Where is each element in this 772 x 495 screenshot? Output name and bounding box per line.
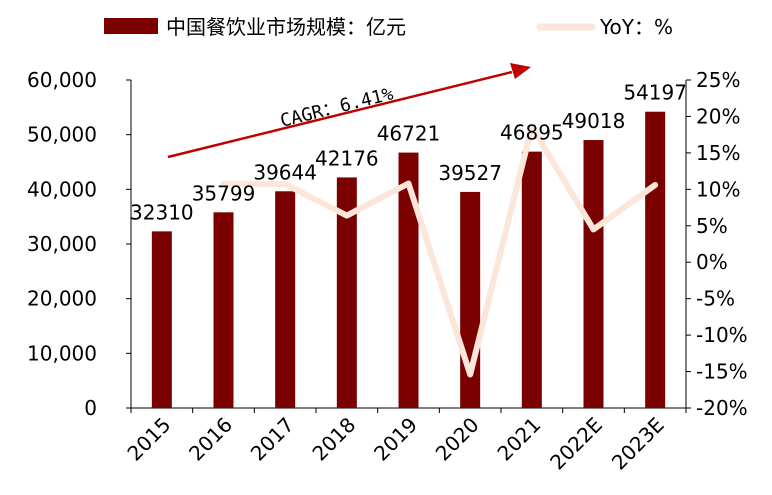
bar-data-label: 35799: [192, 181, 256, 205]
yoy-point: [529, 124, 534, 129]
bar: [213, 212, 234, 408]
right-tick-label: 5%: [696, 214, 728, 238]
yoy-point: [344, 213, 349, 218]
yoy-point: [406, 181, 411, 186]
yoy-point: [283, 182, 288, 187]
right-tick-labels: -20% -15% -10% -5% 0% 5% 10% 15% 20% 25%: [686, 68, 748, 420]
bars: [151, 111, 666, 409]
bar-data-label: 39644: [253, 160, 317, 184]
bar: [583, 140, 604, 409]
x-tick-label: 2019: [369, 413, 422, 466]
right-tick-label: 0%: [696, 250, 728, 274]
bar-data-label: 46721: [377, 122, 441, 146]
bar-data-label: 32310: [130, 200, 194, 224]
x-tick-label: 2020: [431, 413, 484, 466]
yoy-line-group: [220, 123, 659, 378]
right-tick-label: -20%: [696, 396, 748, 420]
legend-line-label: YoY：%: [599, 15, 673, 39]
right-tick-label: -15%: [696, 360, 748, 384]
yoy-point: [653, 182, 658, 187]
bar: [398, 152, 419, 408]
right-tick-label: -5%: [696, 287, 735, 311]
bar: [275, 191, 296, 408]
bar: [336, 177, 357, 408]
bar: [151, 231, 172, 408]
left-tick-label: 50,000: [27, 123, 97, 147]
left-tick-labels: 0 10,000 20,000 30,000 40,000 50,000 60,000: [27, 68, 131, 420]
legend: 中国餐饮业市场规模：亿元 YoY：%: [104, 15, 673, 39]
x-tick-label: 2023E: [607, 413, 669, 475]
bar: [521, 151, 542, 408]
legend-bar-swatch: [104, 18, 158, 34]
x-tick-label: 2015: [122, 413, 175, 466]
yoy-line: [220, 123, 659, 378]
right-tick-label: -10%: [696, 323, 748, 347]
legend-bar-label: 中国餐饮业市场规模：亿元: [166, 15, 406, 39]
x-tick-label: 2017: [246, 413, 299, 466]
bar-data-label: 46895: [500, 121, 564, 145]
right-tick-label: 25%: [696, 68, 740, 92]
cagr-annotation: CAGR：6.41%: [167, 63, 531, 159]
cagr-arrow-head: [510, 63, 531, 79]
cagr-arrow-shaft: [167, 70, 513, 159]
right-tick-label: 20%: [696, 104, 740, 128]
left-tick-label: 20,000: [27, 287, 97, 311]
bar-data-label: 39527: [438, 161, 502, 185]
left-tick-label: 40,000: [27, 177, 97, 201]
x-tick-label: 2022E: [545, 413, 607, 475]
yoy-point: [468, 372, 473, 377]
x-tick-label: 2021: [492, 413, 545, 466]
right-tick-label: 10%: [696, 177, 740, 201]
x-tick-label: 2016: [184, 413, 237, 466]
x-tick-label: 2018: [307, 413, 360, 466]
bar: [645, 111, 666, 408]
bar-data-label: 54197: [623, 81, 687, 105]
left-tick-label: 60,000: [27, 68, 97, 92]
bar-data-label: 49018: [562, 109, 626, 133]
right-tick-label: 15%: [696, 141, 740, 165]
left-tick-label: 10,000: [27, 341, 97, 365]
bar-data-label: 42176: [315, 146, 379, 170]
x-tick-labels: 2015 2016 2017 2018 2019 2020 2021 2022E 2023E: [122, 408, 687, 475]
yoy-point: [221, 181, 226, 186]
yoy-point: [591, 227, 596, 232]
left-tick-label: 0: [84, 396, 97, 420]
left-tick-label: 30,000: [27, 232, 97, 256]
